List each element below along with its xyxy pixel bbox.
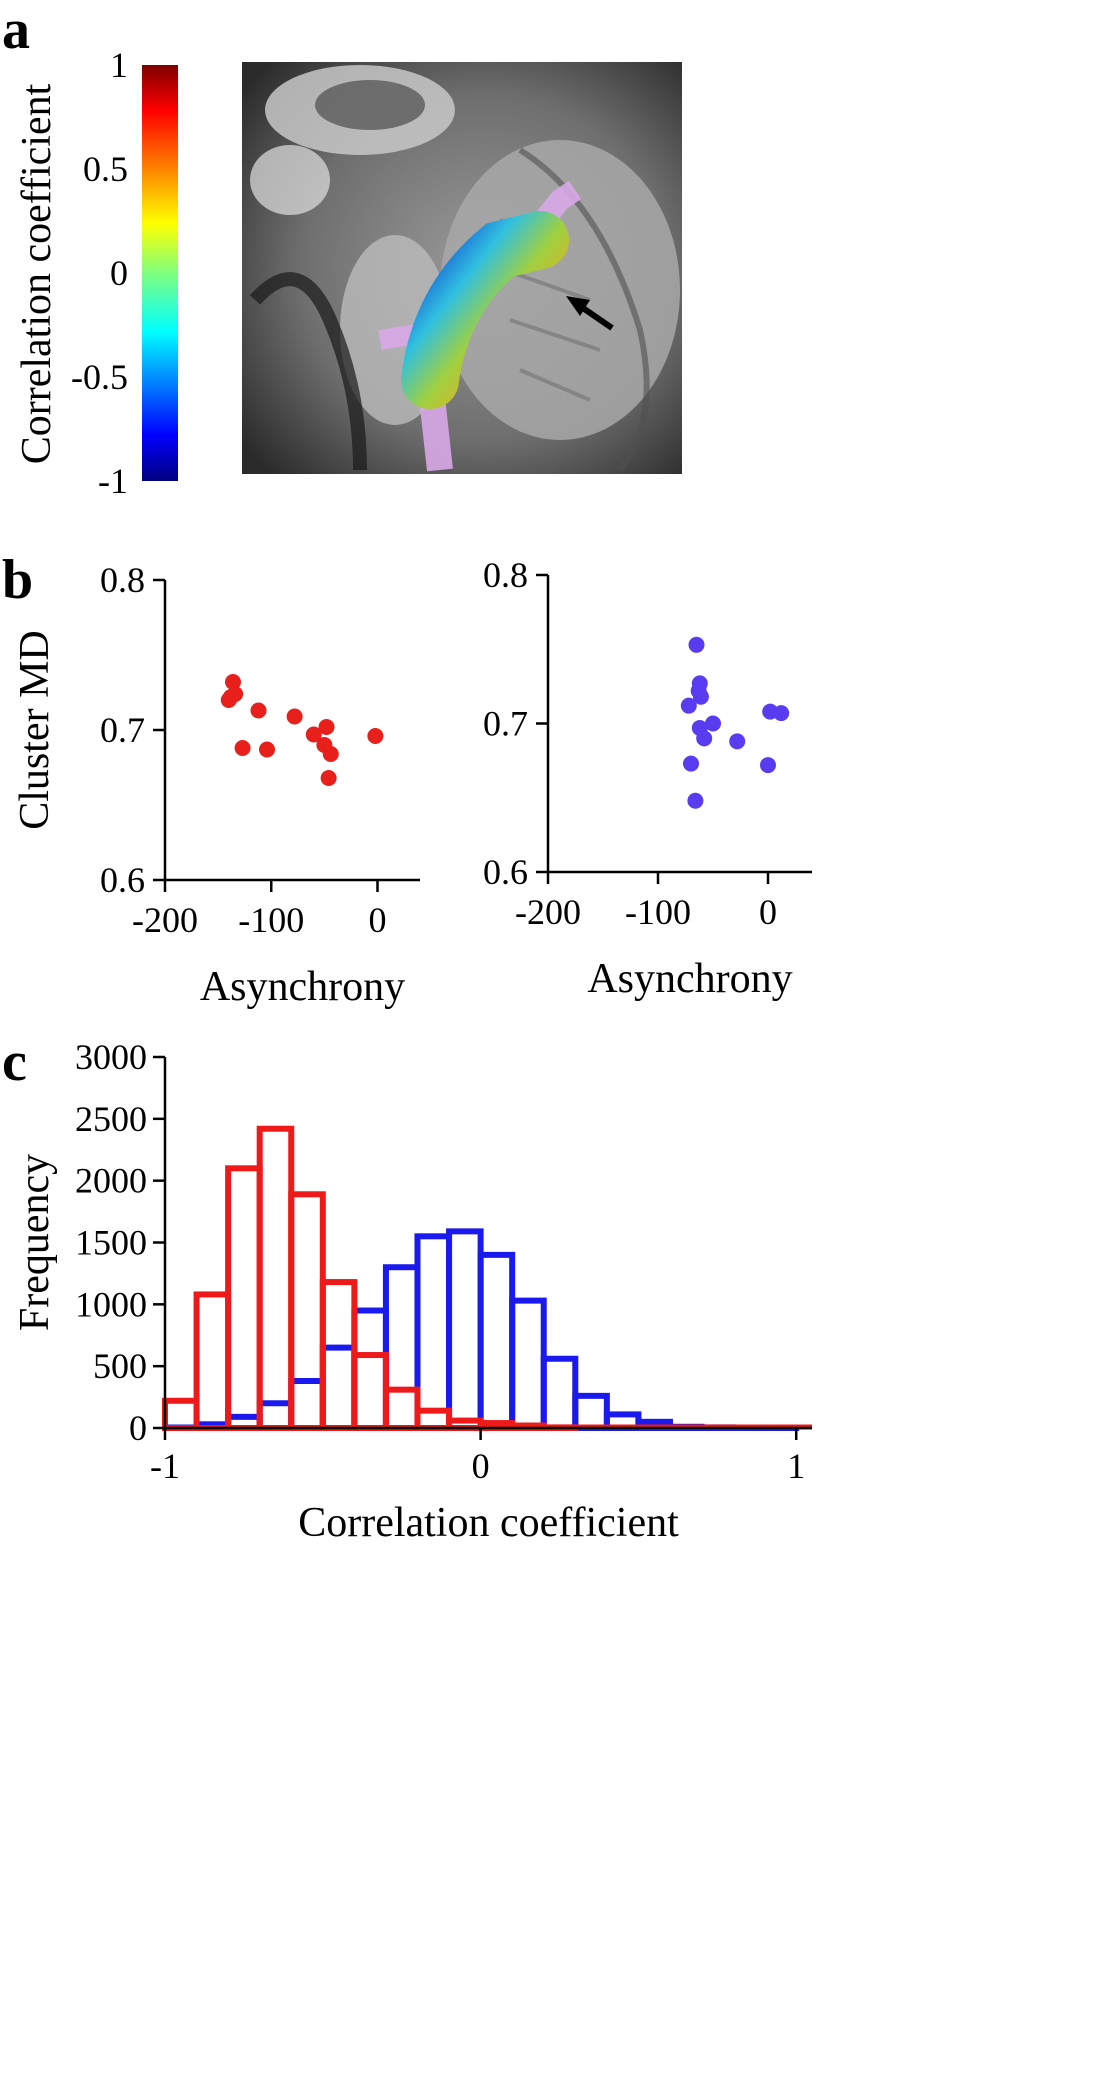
histogram-bar	[351, 1307, 389, 1432]
scatter-point	[225, 674, 241, 690]
scatter-point	[760, 757, 776, 774]
histogram-bar	[414, 1407, 453, 1431]
panel-letter-c: c	[2, 1031, 27, 1093]
histogram-bar	[572, 1392, 610, 1432]
scatter-point	[680, 697, 697, 714]
y-tick-label: 3000	[75, 1037, 147, 1077]
scatter-point	[696, 730, 713, 747]
histogram-bar	[256, 1400, 295, 1432]
histogram-bar	[414, 1233, 453, 1431]
x-axis-label: Asynchrony	[587, 956, 792, 1002]
x-axis-label: Correlation coefficient	[298, 1500, 679, 1546]
colorbar-tick-label: -0.5	[71, 357, 128, 397]
y-axis-label: Cluster MD	[12, 630, 58, 830]
x-tick-label: -100	[625, 892, 691, 932]
histogram-bar	[477, 1251, 516, 1432]
y-tick-label: 0.6	[483, 852, 528, 892]
colorbar: Correlation coefficient 1 0.5 0 -0.5 -1	[14, 45, 178, 501]
scatter-point	[692, 688, 709, 705]
histogram-bar	[446, 1228, 484, 1431]
y-tick-label: 0.6	[100, 860, 145, 900]
histogram-bar	[193, 1291, 232, 1431]
y-tick-label: 2000	[75, 1161, 147, 1201]
histogram-bar	[509, 1297, 547, 1431]
histogram-bar	[288, 1378, 326, 1432]
panel-letter-a: a	[2, 0, 30, 61]
scatter-point	[688, 636, 705, 653]
x-tick-label: -1	[150, 1446, 180, 1486]
x-tick-label: 0	[369, 900, 387, 940]
scatter-point	[683, 755, 699, 772]
scatter-point	[367, 728, 384, 744]
colorbar-tick-label: -1	[98, 461, 128, 501]
histogram-bar	[382, 1386, 421, 1431]
histogram-bar	[225, 1165, 263, 1432]
x-tick-label: -200	[132, 900, 198, 940]
histogram-bar	[351, 1352, 389, 1431]
scatter-point	[320, 770, 337, 786]
y-tick-label: 0.8	[483, 555, 528, 595]
y-axis-label: Frequency	[12, 1154, 58, 1331]
y-tick-label: 1500	[75, 1223, 147, 1263]
scatter-point	[259, 741, 275, 758]
x-tick-label: 0	[472, 1446, 490, 1486]
scatter-point	[705, 715, 721, 732]
colorbar-tick-label: 0.5	[83, 149, 128, 189]
y-tick-label: 0	[129, 1408, 147, 1448]
scatter-point	[318, 719, 335, 735]
y-tick-label: 500	[93, 1346, 147, 1386]
histogram-bar	[319, 1344, 358, 1432]
histogram-bar	[162, 1397, 200, 1432]
histogram-bar	[288, 1191, 326, 1432]
scatter-point	[220, 692, 237, 708]
scatter-point	[322, 746, 339, 762]
scatter-point	[250, 702, 267, 719]
y-tick-label: 0.7	[100, 710, 145, 750]
x-tick-label: -200	[515, 892, 581, 932]
y-tick-label: 2500	[75, 1099, 147, 1139]
histogram-bar	[319, 1279, 358, 1432]
scatter-point	[286, 708, 303, 725]
scatter-point	[305, 726, 322, 743]
colorbar-gradient	[142, 65, 178, 481]
histogram-bar	[540, 1355, 579, 1432]
histogram-bar	[256, 1125, 295, 1432]
scatter-left: 0.6 0.7 0.8 -200 -100 0 Asynchrony Cluster MD	[12, 560, 420, 1010]
colorbar-ticks: 1 0.5 0 -0.5 -1	[71, 45, 128, 501]
colorbar-label: Correlation coefficient	[14, 83, 60, 464]
x-tick-label: -100	[238, 900, 304, 940]
scatter-right: 0.6 0.7 0.8 -200 -100 0 Asynchrony	[483, 555, 812, 1002]
y-tick-label: 0.8	[100, 560, 145, 600]
scatter-point	[729, 733, 746, 750]
scatter-point	[687, 792, 704, 809]
y-tick-label: 0.7	[483, 704, 528, 744]
colorbar-tick-label: 1	[110, 45, 128, 85]
panel-letter-b: b	[2, 549, 33, 611]
y-tick-label: 1000	[75, 1284, 147, 1324]
x-axis-label: Asynchrony	[200, 964, 405, 1010]
x-tick-label: 0	[759, 892, 777, 932]
histogram-bar	[382, 1264, 421, 1431]
scatter-point	[773, 705, 790, 722]
scatter-point	[234, 740, 251, 756]
mri-image	[242, 62, 682, 474]
colorbar-tick-label: 0	[110, 253, 128, 293]
x-tick-label: 1	[787, 1446, 805, 1486]
